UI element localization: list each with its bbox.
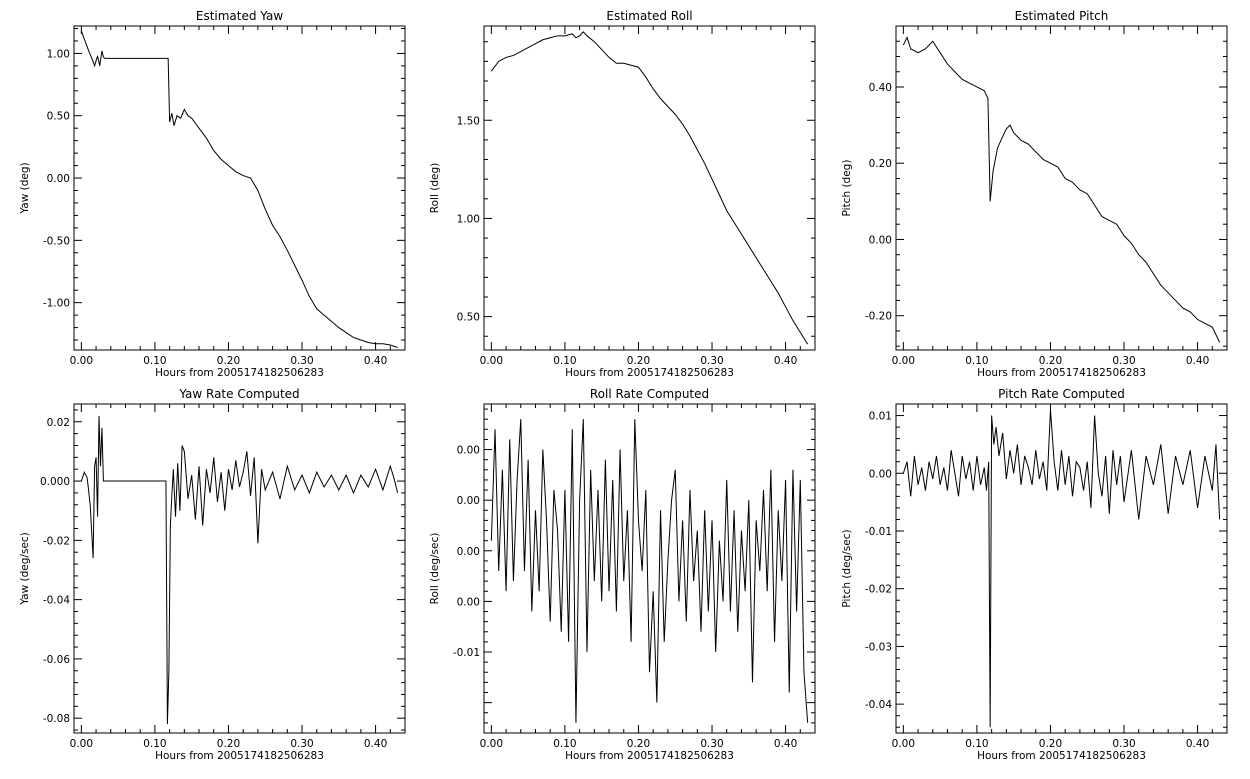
yaw-ytick-label: 1.00 — [47, 48, 70, 60]
yaw-title: Estimated Yaw — [196, 9, 283, 23]
yaw-rate-series-line — [80, 415, 399, 725]
roll-rate-xlabel: Hours from 2005174182506283 — [565, 750, 734, 762]
yaw-xtick-label: 0.40 — [364, 355, 387, 367]
yaw-ytick-label: -0.50 — [43, 235, 70, 247]
pitch-ytick-label: 0.20 — [869, 158, 892, 170]
pitch-xtick-label: 0.40 — [1186, 355, 1209, 367]
pitch-rate-xlabel: Hours from 2005174182506283 — [977, 750, 1146, 762]
pitch-rate-chart: Pitch Rate Computed 0.00 0.10 0.20 0.30 0.40 H… — [841, 387, 1228, 762]
yaw-rate-ytick-label: -0.06 — [43, 654, 70, 666]
roll-ylabel: Roll (deg) — [429, 163, 441, 213]
roll-rate-xtick-label: 0.30 — [700, 738, 723, 750]
yaw-rate-xtick-label: 0.40 — [364, 738, 387, 750]
yaw-rate-xtick-label: 0.10 — [143, 738, 166, 750]
pitch-rate-ytick-label: 0.00 — [869, 468, 892, 480]
pitch-rate-ylabel: Pitch (deg/sec) — [841, 529, 853, 607]
pitch-ytick-label: 0.40 — [869, 82, 892, 94]
yaw-series-line — [80, 30, 398, 348]
roll-rate-chart: Roll Rate Computed 0.00 0.10 0.20 0.30 0.40 Ho… — [429, 387, 816, 762]
yaw-rate-xtick-label: 0.20 — [217, 738, 240, 750]
yaw-ytick-label: -1.00 — [43, 298, 70, 310]
roll-xlabel: Hours from 2005174182506283 — [565, 367, 734, 379]
roll-rate-xtick-label: 0.20 — [627, 738, 650, 750]
roll-xtick-label: 0.40 — [774, 355, 797, 367]
pitch-rate-ytick-label: 0.01 — [869, 411, 892, 423]
yaw-rate-ylabel: Yaw (deg/sec) — [19, 532, 31, 606]
pitch-plot-frame — [895, 25, 1228, 351]
yaw-rate-ytick-label: -0.02 — [43, 535, 70, 547]
pitch-rate-xtick-label: 0.40 — [1186, 738, 1209, 750]
roll-xtick-label: 0.30 — [700, 355, 723, 367]
roll-plot-frame — [483, 25, 816, 351]
pitch-ytick-label: 0.00 — [869, 234, 892, 246]
yaw-rate-ytick-label: -0.04 — [43, 595, 70, 607]
yaw-xtick-label: 0.10 — [143, 355, 166, 367]
pitch-title: Estimated Pitch — [1015, 9, 1109, 23]
roll-rate-xtick-label: 0.10 — [553, 738, 576, 750]
yaw-rate-xtick-label: 0.30 — [290, 738, 313, 750]
pitch-xlabel: Hours from 2005174182506283 — [977, 367, 1146, 379]
roll-rate-plot-frame — [483, 403, 816, 734]
roll-rate-xtick-label: 0.40 — [774, 738, 797, 750]
yaw-xtick-label: 0.20 — [217, 355, 240, 367]
pitch-rate-ytick-label: -0.03 — [865, 641, 892, 653]
yaw-rate-title: Yaw Rate Computed — [178, 387, 299, 401]
pitch-rate-ytick-label: -0.04 — [865, 699, 892, 711]
pitch-rate-xtick-label: 0.00 — [892, 738, 915, 750]
roll-rate-ytick-label: 0.00 — [457, 445, 480, 457]
roll-ytick-label: 1.50 — [457, 115, 480, 127]
pitch-rate-xtick-label: 0.30 — [1112, 738, 1135, 750]
pitch-xtick-label: 0.30 — [1112, 355, 1135, 367]
pitch-rate-xtick-label: 0.20 — [1039, 738, 1062, 750]
pitch-xtick-label: 0.10 — [965, 355, 988, 367]
roll-rate-ytick-label: -0.01 — [453, 647, 480, 659]
yaw-rate-plot-frame — [73, 403, 406, 734]
yaw-ylabel: Yaw (deg) — [19, 162, 31, 214]
roll-rate-ytick-label: 0.00 — [457, 495, 480, 507]
pitch-rate-ytick-label: -0.02 — [865, 584, 892, 596]
yaw-ytick-label: 0.00 — [47, 173, 70, 185]
roll-ytick-label: 1.00 — [457, 213, 480, 225]
roll-xtick-label: 0.20 — [627, 355, 650, 367]
yaw-rate-ytick-label: 0.000 — [40, 476, 70, 488]
yaw-chart: Estimated Yaw 0.00 0.10 0.20 0.30 0.40 Hours f… — [19, 9, 406, 379]
roll-xtick-label: 0.10 — [553, 355, 576, 367]
roll-rate-ylabel: Roll (deg/sec) — [429, 533, 441, 605]
pitch-ytick-label: -0.20 — [865, 311, 892, 323]
yaw-rate-chart: Yaw Rate Computed 0.00 0.10 0.20 0.30 0.40 Hou… — [19, 387, 406, 762]
yaw-xtick-label: 0.30 — [290, 355, 313, 367]
roll-rate-title: Roll Rate Computed — [590, 387, 709, 401]
pitch-rate-series-line — [902, 409, 1221, 728]
pitch-rate-ytick-label: -0.01 — [865, 526, 892, 538]
roll-rate-ytick-label: 0.00 — [457, 596, 480, 608]
pitch-rate-xtick-label: 0.10 — [965, 738, 988, 750]
yaw-rate-xlabel: Hours from 2005174182506283 — [155, 750, 324, 762]
yaw-xlabel: Hours from 2005174182506283 — [155, 367, 324, 379]
pitch-ylabel: Pitch (deg) — [841, 160, 853, 217]
roll-rate-xtick-label: 0.00 — [480, 738, 503, 750]
yaw-rate-ytick-label: -0.08 — [43, 713, 70, 725]
pitch-xtick-label: 0.20 — [1039, 355, 1062, 367]
yaw-rate-xtick-label: 0.00 — [70, 738, 93, 750]
yaw-xtick-label: 0.00 — [70, 355, 93, 367]
pitch-chart: Estimated Pitch 0.00 0.10 0.20 0.30 0.40 Hours… — [841, 9, 1228, 379]
pitch-rate-plot-frame — [895, 403, 1228, 734]
pitch-xtick-label: 0.00 — [892, 355, 915, 367]
yaw-ytick-label: 0.50 — [47, 111, 70, 123]
roll-rate-ytick-label: 0.00 — [457, 546, 480, 558]
pitch-rate-title: Pitch Rate Computed — [998, 387, 1125, 401]
roll-xtick-label: 0.00 — [480, 355, 503, 367]
roll-series-line — [490, 31, 809, 345]
roll-rate-series-line — [490, 419, 809, 723]
pitch-series-line — [902, 36, 1221, 343]
roll-ytick-label: 0.50 — [457, 312, 480, 324]
roll-chart: Estimated Roll 0.00 0.10 0.20 0.30 0.40 Hours … — [429, 9, 816, 379]
roll-title: Estimated Roll — [606, 9, 692, 23]
yaw-plot-frame — [73, 25, 406, 351]
yaw-rate-ytick-label: 0.02 — [47, 417, 70, 429]
